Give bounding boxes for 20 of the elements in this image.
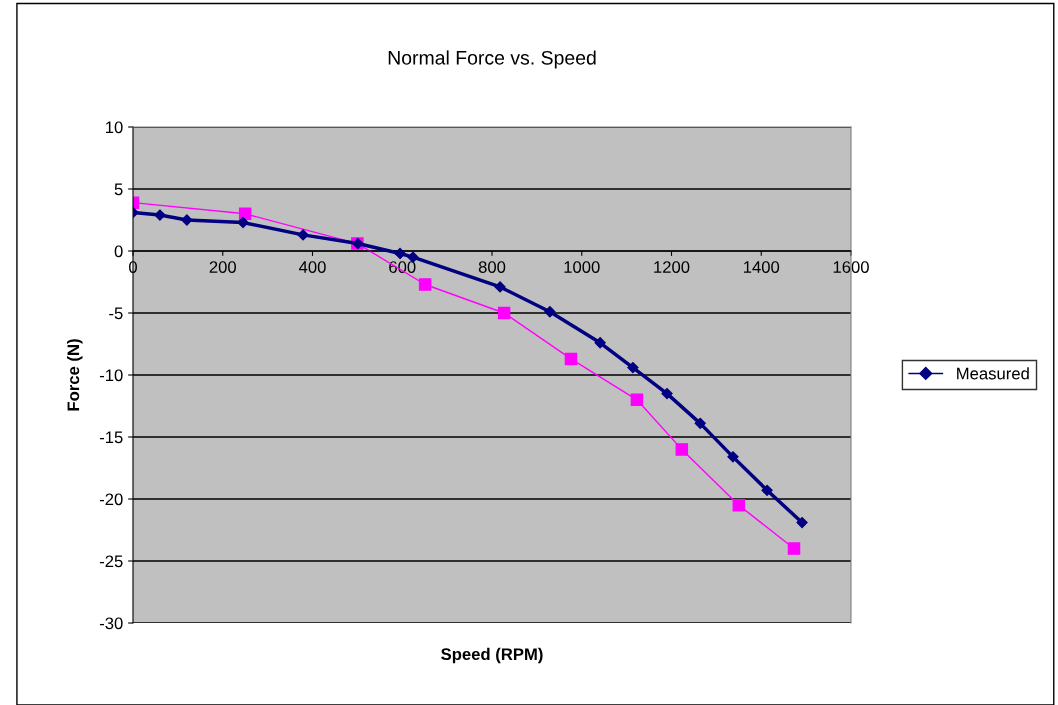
y-tick-label: -30: [99, 617, 123, 630]
y-tick-label: 0: [114, 245, 123, 258]
x-tick-label: 200: [209, 261, 236, 273]
y-tick-label: 10: [106, 121, 123, 134]
chart-title: Normal Force vs. Speed: [388, 50, 596, 69]
y-tick-label: -10: [99, 369, 123, 382]
y-tick-label: -25: [99, 555, 123, 568]
x-tick-label: 1200: [654, 261, 690, 273]
x-tick-label: 400: [298, 261, 326, 273]
x-tick-label: 1400: [743, 261, 780, 273]
x-tick-label: 800: [478, 261, 506, 273]
y-tick-label: -15: [99, 431, 123, 444]
y-tick-label: -5: [109, 307, 123, 320]
x-axis-title: Speed (RPM): [441, 647, 543, 664]
y-axis-title: Force (N): [66, 339, 83, 411]
legend-label: Measured: [957, 367, 1029, 380]
x-tick-label: 1000: [564, 261, 600, 273]
y-tick-label: 5: [114, 183, 123, 196]
y-tick-label: -20: [99, 493, 123, 506]
x-tick-label: 1600: [833, 261, 869, 273]
